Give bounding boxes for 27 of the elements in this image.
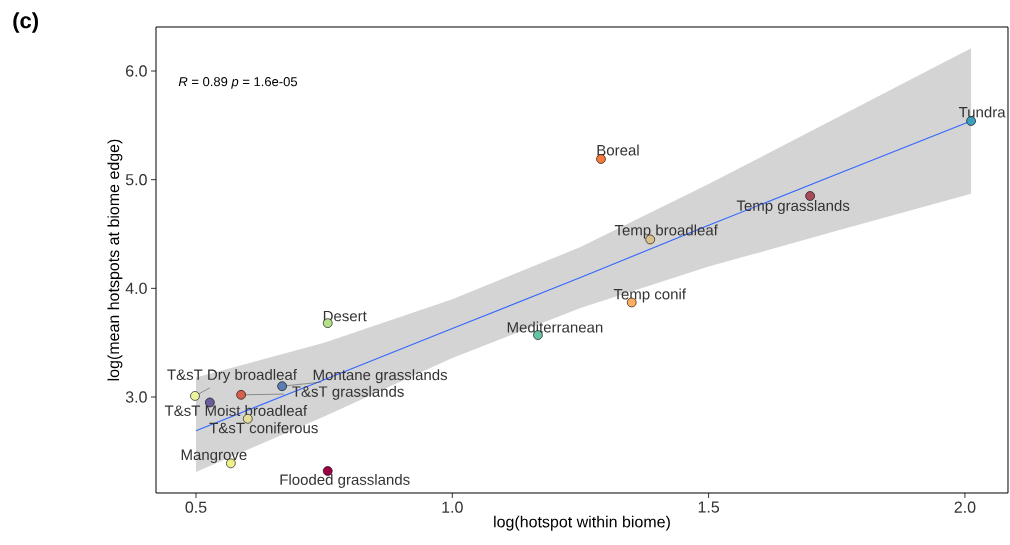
point — [236, 390, 246, 400]
y-tick-label: 5.0 — [125, 174, 147, 186]
x-axis-title: log(hotspot within biome) — [494, 515, 670, 531]
point — [805, 191, 815, 201]
annotation: Desert — [323, 310, 367, 322]
x-tick-label: 1.0 — [442, 501, 463, 513]
annotation: T&sT Dry broadleaf — [167, 368, 297, 383]
annotation: Mangrove — [181, 449, 247, 464]
annotation: T&sT coniferous — [209, 422, 318, 434]
point — [190, 391, 200, 401]
x-tick-label: 0.5 — [185, 501, 207, 513]
text: (c) — [13, 12, 38, 33]
annotation: Boreal — [597, 144, 639, 156]
y-tick-label: 4.0 — [125, 282, 147, 295]
annotation: Mediterranean — [507, 321, 603, 333]
y-axis-title: log(mean hotspots at biome edge) — [107, 139, 123, 381]
annotation: R = 0.89 p = 1.6e-05 — [178, 77, 298, 89]
annotation: Tundra — [958, 106, 1006, 118]
annotation: Temp conif — [613, 288, 686, 303]
point — [277, 381, 287, 391]
y-tick-label: 6.0 — [126, 65, 147, 77]
x-tick-label: 1.5 — [698, 501, 720, 513]
annotation: T&sT grasslands — [292, 385, 404, 400]
annotation: Flooded grasslands — [280, 473, 410, 488]
y-tick-label: 3.0 — [125, 391, 147, 403]
annotation: T&sT Moist broadleaf — [164, 404, 308, 416]
x-tick-label: 2.0 — [954, 501, 976, 513]
